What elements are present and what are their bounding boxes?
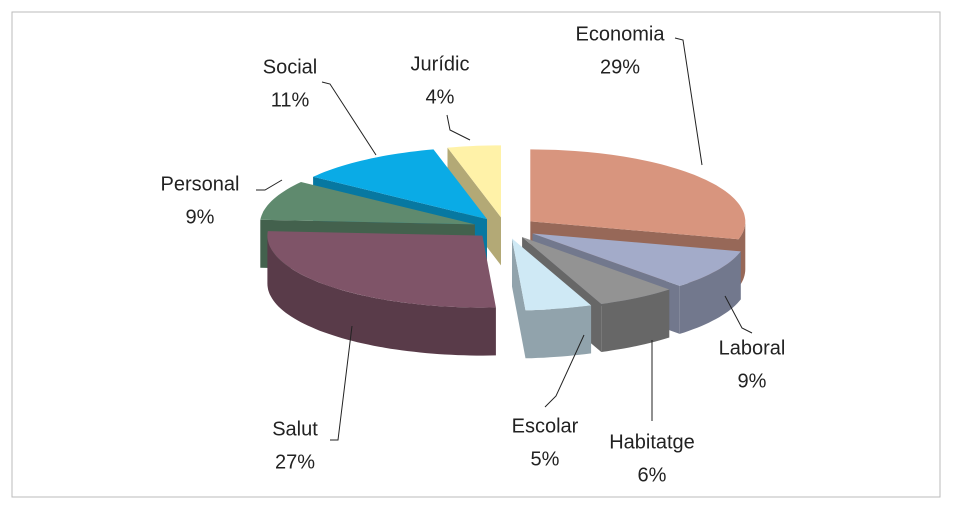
- slice-label: Laboral: [719, 337, 786, 359]
- slice-label: Economia: [576, 23, 666, 45]
- slice-value-label: 6%: [638, 464, 667, 486]
- slice-label: Social: [263, 56, 317, 78]
- slice-side: [267, 235, 496, 356]
- slice-side: [525, 305, 592, 359]
- chart-frame: [11, 11, 941, 498]
- slice-label: Escolar: [512, 415, 579, 437]
- slice: [512, 238, 592, 311]
- slice-label: Habitatge: [609, 431, 695, 453]
- leader-line: [256, 179, 283, 191]
- slice-value-label: 11%: [271, 89, 310, 111]
- slice-label: Jurídic: [411, 53, 470, 75]
- slice: [522, 237, 670, 304]
- slice: [267, 231, 496, 356]
- slice-value-label: 9%: [186, 206, 215, 228]
- slice-value-label: 5%: [531, 448, 560, 470]
- slice: [260, 182, 475, 225]
- slice-value-label: 9%: [738, 370, 767, 392]
- slice: [447, 145, 501, 218]
- slice: [532, 233, 741, 286]
- leader-line: [724, 295, 753, 334]
- slice: [313, 149, 487, 220]
- leader-line: [330, 325, 353, 441]
- leader-line: [544, 334, 585, 408]
- slice-side: [679, 251, 741, 334]
- slice: [530, 149, 746, 240]
- slice-label: Personal: [161, 173, 240, 195]
- leader-line: [321, 81, 377, 156]
- slice: [512, 238, 592, 359]
- slice-value-label: 4%: [426, 86, 455, 108]
- leader-line: [674, 37, 703, 166]
- slice-label: Salut: [272, 418, 318, 440]
- leader-line: [446, 114, 471, 141]
- slice-side: [601, 289, 670, 352]
- slice-value-label: 27%: [275, 451, 315, 473]
- slice-side: [512, 238, 526, 359]
- slice: [267, 231, 496, 308]
- slice-value-label: 29%: [600, 56, 640, 78]
